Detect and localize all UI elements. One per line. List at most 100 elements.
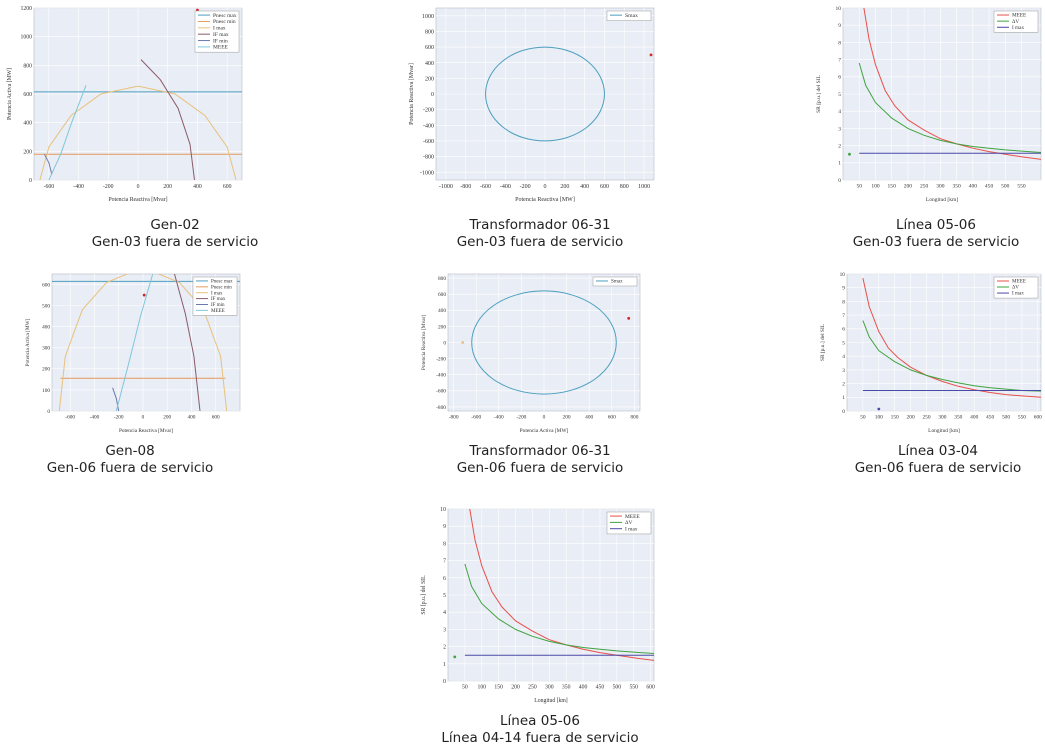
x-tick-label: 400 bbox=[580, 184, 589, 190]
y-tick-label: -600 bbox=[436, 389, 446, 395]
y-tick-label: 0 bbox=[443, 679, 446, 685]
legend-label: MEEE bbox=[213, 45, 229, 51]
legend-label: I max bbox=[213, 26, 226, 32]
y-tick-label: 600 bbox=[23, 92, 32, 98]
series-v bbox=[464, 563, 654, 654]
chart-linea-05-06-b: 50 100 150 200 250 300 350 400 450 500 550 600 0 1 2 3 4… bbox=[418, 505, 658, 705]
x-tick-label: -1000 bbox=[439, 184, 453, 190]
x-axis-label: Longitud [km] bbox=[926, 197, 958, 203]
x-tick-label: 250 bbox=[528, 685, 537, 691]
series-group bbox=[464, 509, 654, 661]
operating-point-marker bbox=[877, 407, 881, 411]
x-tick-label: 400 bbox=[193, 184, 202, 190]
legend-box bbox=[192, 276, 238, 316]
legend-label: IF max bbox=[213, 32, 229, 38]
y-tick-label: 4 bbox=[443, 610, 446, 616]
chart-transformador-06-31: -800 -600 -400 -200 0 200 400 600 800 -800 -600 -40… bbox=[418, 270, 644, 435]
y-tick-label: 400 bbox=[438, 308, 446, 314]
legend-box bbox=[592, 276, 638, 287]
legend-label: Pnesc min bbox=[213, 19, 236, 25]
chart-svg: -1000 -800 -600 -400 -200 0 200 400 600 800 1000 -1… bbox=[409, 7, 655, 203]
chart-svg: -600 -400 -200 0 200 400 600 0 200 400 600 800 1000 1… bbox=[7, 6, 243, 203]
y-tick-label: 1000 bbox=[422, 14, 434, 20]
x-tick-label: -400 bbox=[500, 184, 511, 190]
x-tick-label: 250 bbox=[922, 414, 930, 420]
x-tick-label: 300 bbox=[938, 414, 946, 420]
y-tick-label: 5 bbox=[443, 593, 446, 599]
x-tick-label: -200 bbox=[103, 184, 114, 190]
y-axis-label: Potencia Activa [MW] bbox=[7, 68, 13, 120]
y-tick-label: 100 bbox=[42, 388, 50, 394]
x-tick-label: -600 bbox=[44, 184, 55, 190]
y-tick-label: 5 bbox=[842, 340, 845, 346]
y-tick-label: -400 bbox=[423, 123, 434, 129]
y-tick-label: 6 bbox=[842, 327, 845, 333]
series-v bbox=[858, 62, 1041, 153]
caption-subtitle: Gen-03 fuera de servicio bbox=[91, 234, 259, 250]
y-tick-label: 400 bbox=[42, 325, 50, 331]
series-if-max bbox=[140, 59, 195, 180]
chart-svg: 50 100 150 200 250 300 350 400 450 500 550 600 0 1 2 3 4… bbox=[820, 272, 1042, 434]
x-tick-label: 1000 bbox=[638, 184, 650, 190]
caption: Línea 05-06 Línea 04-14 fuera de servici… bbox=[410, 713, 670, 747]
x-tick-label: 0 bbox=[142, 414, 145, 420]
y-tick-label: 0 bbox=[29, 178, 32, 184]
y-tick-label: 0 bbox=[47, 409, 50, 415]
y-axis-label: SR [p.u.] del SIL bbox=[816, 74, 822, 112]
y-tick-label: 1000 bbox=[21, 35, 33, 41]
y-axis-label: Potencia Reactiva [Mvar] bbox=[421, 315, 427, 370]
y-tick-label: 10 bbox=[840, 272, 846, 278]
x-axis-label: Potencia Activa [MW] bbox=[520, 428, 569, 434]
x-tick-label: 450 bbox=[985, 184, 994, 190]
legend-label: Pnesc min bbox=[211, 285, 232, 290]
caption-subtitle: Gen-06 fuera de servicio bbox=[46, 460, 214, 476]
y-tick-label: 9 bbox=[443, 524, 446, 530]
y-tick-label: -800 bbox=[436, 405, 446, 411]
y-tick-label: 9 bbox=[842, 286, 845, 292]
legend-label: MEEE bbox=[1012, 13, 1026, 19]
x-tick-label: 250 bbox=[920, 184, 929, 190]
x-tick-label: 200 bbox=[904, 184, 913, 190]
x-tick-label: 550 bbox=[1018, 414, 1026, 420]
y-tick-label: 10 bbox=[440, 507, 446, 513]
legend-label: Smax bbox=[625, 13, 638, 19]
x-axis-label: Potencia Reactiva [Mvar] bbox=[108, 197, 167, 203]
y-tick-label: 1200 bbox=[21, 6, 33, 12]
caption: Línea 05-06 Gen-03 fuera de servicio bbox=[806, 217, 1045, 251]
x-tick-label: 200 bbox=[563, 414, 571, 420]
chart-transformador-06-31: -1000 -800 -600 -400 -200 0 200 400 600 800 1000 -1… bbox=[406, 4, 658, 204]
x-tick-label: 200 bbox=[511, 685, 520, 691]
y-tick-label: 6 bbox=[443, 576, 446, 582]
series-group bbox=[858, 8, 1041, 160]
caption-subtitle: Gen-03 fuera de servicio bbox=[852, 234, 1020, 250]
y-tick-label: 7 bbox=[842, 313, 845, 319]
y-tick-label: 4 bbox=[842, 354, 845, 360]
x-tick-label: 400 bbox=[970, 414, 978, 420]
series-meee bbox=[48, 85, 87, 180]
legend-label: MEEE bbox=[625, 514, 640, 520]
y-tick-label: 0 bbox=[838, 178, 841, 184]
series-meee bbox=[115, 274, 154, 411]
y-tick-label: 2 bbox=[838, 144, 841, 150]
x-tick-label: 100 bbox=[871, 184, 880, 190]
legend-label: Pnesc max bbox=[211, 280, 233, 285]
y-tick-label: 600 bbox=[42, 282, 50, 288]
y-tick-label: 0 bbox=[443, 340, 446, 346]
x-tick-label: 0 bbox=[543, 414, 546, 420]
y-tick-label: 3 bbox=[838, 126, 841, 132]
y-tick-label: 400 bbox=[425, 61, 434, 67]
legend-label: MEEE bbox=[211, 309, 225, 314]
y-tick-label: 300 bbox=[42, 346, 50, 352]
legend-label: ΔV bbox=[1012, 285, 1019, 291]
y-tick-label: 7 bbox=[838, 58, 841, 64]
y-tick-label: 200 bbox=[23, 149, 32, 155]
operating-point-marker bbox=[627, 316, 631, 320]
x-tick-label: 350 bbox=[954, 414, 962, 420]
series-v bbox=[862, 320, 1041, 392]
caption-title: Línea 03-04 bbox=[898, 443, 978, 459]
y-tick-label: 8 bbox=[443, 541, 446, 547]
x-axis-label: Potencia Reactiva [Mvar] bbox=[119, 428, 173, 434]
x-tick-label: 200 bbox=[163, 184, 172, 190]
y-axis-label: SR [p.u.] del SIL bbox=[421, 575, 427, 615]
x-tick-label: -800 bbox=[460, 184, 471, 190]
